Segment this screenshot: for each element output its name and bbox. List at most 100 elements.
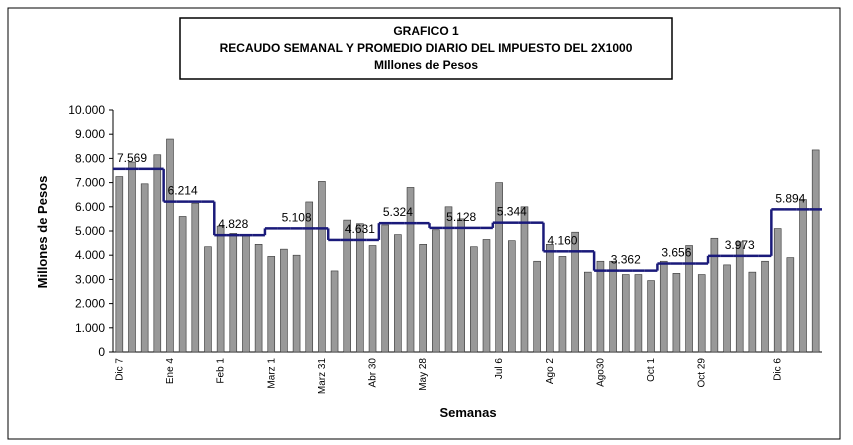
bar — [571, 231, 579, 353]
value-label: 6.214 — [168, 184, 198, 198]
bar — [621, 274, 630, 353]
bar — [761, 260, 769, 353]
bar — [558, 256, 567, 353]
bar — [634, 274, 643, 353]
bar — [799, 199, 807, 353]
bar — [495, 182, 503, 353]
value-label: 4.160 — [547, 233, 577, 247]
x-tick-label: Ago 2 — [545, 358, 556, 385]
bar — [330, 270, 339, 353]
bar — [128, 161, 136, 353]
bar — [609, 260, 617, 353]
bar — [305, 201, 314, 353]
x-tick-label: Ago30 — [595, 358, 606, 387]
bar — [191, 202, 200, 353]
bar — [748, 271, 757, 353]
x-tick-label: Oct 1 — [646, 358, 657, 382]
y-tick-label: 5.000 — [75, 224, 105, 238]
y-tick-label: 1.000 — [75, 321, 105, 335]
y-tick-label: 10.000 — [68, 103, 105, 117]
bar — [356, 223, 364, 353]
value-label: 4.631 — [345, 222, 375, 236]
chart-subtitle: MIllones de Pesos — [374, 58, 478, 72]
bar — [166, 138, 174, 353]
bar — [394, 234, 402, 353]
bar — [659, 260, 668, 353]
bar — [811, 149, 820, 353]
bar — [432, 229, 440, 353]
chart-title: GRAFICO 1 — [393, 24, 459, 38]
bar — [444, 206, 453, 353]
bar — [254, 244, 263, 353]
bar — [533, 260, 541, 353]
x-tick-label: Marz 1 — [266, 358, 277, 389]
x-tick-label: Dic 7 — [114, 358, 125, 381]
bar — [647, 280, 655, 353]
title-box — [179, 17, 673, 80]
y-tick-label: 9.000 — [75, 127, 105, 141]
y-tick-label: 6.000 — [75, 200, 105, 214]
y-tick-label: 4.000 — [75, 248, 105, 262]
bar — [140, 183, 149, 353]
bar — [685, 245, 693, 353]
bar — [178, 216, 187, 353]
bar — [723, 264, 731, 353]
bar — [470, 246, 478, 353]
bar — [546, 244, 554, 353]
x-tick-label: Oct 29 — [697, 358, 708, 388]
y-axis-label: Millones de Pesos — [35, 176, 50, 289]
bar — [786, 257, 795, 353]
x-tick-label: Feb 1 — [216, 358, 227, 384]
bar — [710, 237, 719, 353]
bar — [697, 274, 706, 353]
value-label: 5.894 — [775, 191, 805, 205]
chart-title: RECAUDO SEMANAL Y PROMEDIO DIARIO DEL IM… — [220, 41, 633, 55]
bar — [267, 256, 276, 353]
value-label: 4.828 — [218, 217, 248, 231]
x-axis-label: Semanas — [439, 405, 496, 420]
value-label: 3.362 — [611, 253, 641, 267]
bar — [216, 225, 225, 353]
x-tick-label: Dic 6 — [773, 358, 784, 381]
bar — [419, 244, 427, 353]
bar — [583, 271, 592, 353]
bar — [406, 187, 415, 353]
x-tick-label: Marz 31 — [317, 358, 328, 395]
y-tick-label: 0 — [98, 345, 105, 359]
bar — [204, 246, 212, 353]
bar — [280, 248, 288, 353]
value-label: 5.128 — [446, 210, 476, 224]
value-label: 5.344 — [497, 205, 527, 219]
y-tick-label: 8.000 — [75, 151, 105, 165]
value-label: 3.656 — [661, 246, 691, 260]
bar — [773, 228, 782, 353]
y-tick-label: 3.000 — [75, 272, 105, 286]
bar — [318, 181, 326, 353]
x-tick-label: Abr 30 — [368, 358, 379, 388]
x-tick-label: Ene 4 — [165, 358, 176, 385]
bar — [381, 224, 389, 353]
bar — [520, 206, 529, 353]
x-tick-label: May 28 — [418, 358, 429, 391]
bar — [735, 241, 744, 353]
value-label: 7.569 — [117, 151, 147, 165]
y-tick-label: 7.000 — [75, 176, 105, 190]
bar — [508, 240, 516, 353]
bar — [596, 260, 605, 353]
y-tick-label: 2.000 — [75, 297, 105, 311]
bar — [457, 218, 465, 353]
bar — [242, 235, 250, 353]
frame — [7, 7, 841, 440]
value-label: 5.324 — [383, 205, 413, 219]
value-label: 5.108 — [282, 210, 312, 224]
bar — [482, 239, 491, 353]
x-tick-label: Jul 6 — [494, 358, 505, 380]
bar — [292, 254, 301, 353]
bar — [672, 273, 681, 353]
value-label: 3.973 — [725, 238, 755, 252]
bar — [115, 176, 124, 353]
bar — [368, 245, 377, 353]
bar — [343, 219, 352, 353]
